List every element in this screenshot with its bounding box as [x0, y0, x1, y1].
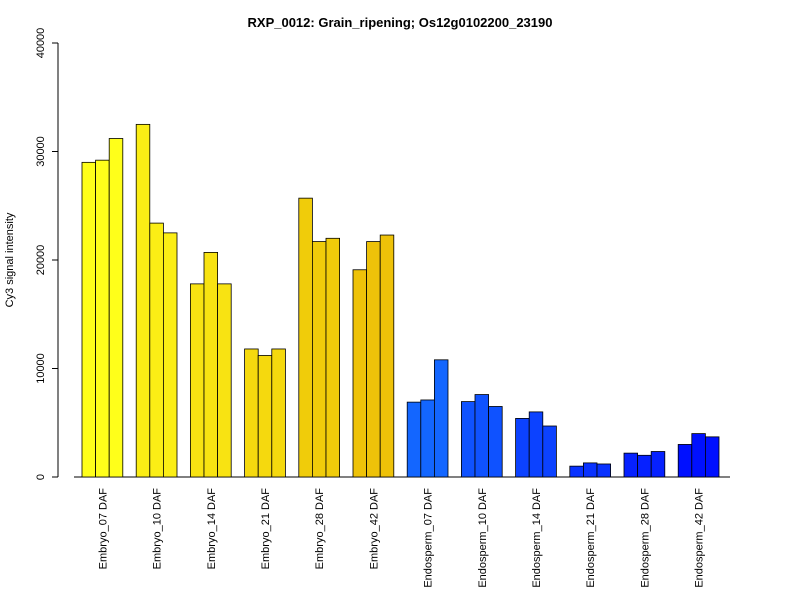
bar: [352, 269, 368, 478]
bars: [81, 123, 720, 478]
bar: [366, 241, 381, 478]
bar: [488, 406, 503, 478]
y-axis-label: Cy3 signal intensity: [4, 212, 16, 307]
bar: [95, 159, 110, 478]
y-tick-label: 0: [35, 474, 47, 480]
y-tick-label: 30000: [35, 136, 47, 167]
bar: [271, 348, 286, 478]
x-tick-label: Embryo_14 DAF: [206, 488, 218, 570]
bar: [650, 451, 666, 478]
x-tick-label: Embryo_28 DAF: [314, 488, 326, 570]
bar: [623, 452, 639, 478]
bar: [379, 234, 395, 478]
bar: [460, 401, 476, 478]
bar: [474, 394, 490, 478]
bar: [705, 436, 720, 478]
y-tick-label: 40000: [35, 28, 47, 59]
x-tick-label: Endosperm_07 DAF: [423, 488, 435, 588]
bar: [244, 348, 259, 478]
bar: [149, 222, 164, 478]
bar: [257, 355, 273, 478]
x-tick-label: Embryo_10 DAF: [152, 488, 164, 570]
bar: [569, 465, 584, 478]
y-tick-label: 20000: [35, 245, 47, 276]
chart-title: RXP_0012: Grain_ripening; Os12g0102200_2…: [248, 15, 553, 30]
x-tick-label: Endosperm_28 DAF: [639, 488, 651, 588]
bar: [637, 454, 652, 478]
bar: [298, 197, 313, 478]
bar: [189, 283, 205, 478]
bar: [311, 241, 327, 478]
bar: [406, 401, 422, 478]
bar: [433, 359, 449, 478]
bar: [515, 418, 530, 478]
x-axis-labels: Embryo_07 DAF Embryo_10 DAF Embryo_14 DAF E…: [97, 488, 705, 588]
bar: [325, 237, 341, 478]
bar: [162, 232, 178, 478]
bar: [108, 138, 124, 478]
bar: [596, 463, 612, 478]
y-axis-ticks: 0 10000 20000 30000 40000: [35, 28, 58, 480]
x-tick-label: Endosperm_21 DAF: [585, 488, 597, 588]
y-tick-label: 10000: [35, 353, 47, 384]
x-tick-label: Embryo_42 DAF: [368, 488, 380, 570]
bar: [135, 123, 151, 478]
bar: [81, 161, 97, 478]
bar: [583, 462, 598, 478]
bar: [691, 433, 706, 478]
x-tick-label: Embryo_07 DAF: [97, 488, 109, 570]
x-tick-label: Endosperm_10 DAF: [477, 488, 489, 588]
x-tick-label: Embryo_21 DAF: [260, 488, 272, 570]
bar: [203, 252, 219, 478]
bar: [528, 411, 544, 478]
bar: [677, 444, 693, 478]
bar: [542, 425, 557, 478]
x-tick-label: Endosperm_14 DAF: [531, 488, 543, 588]
bar: [420, 399, 435, 478]
x-tick-label: Endosperm_42 DAF: [694, 488, 706, 588]
bar: [217, 283, 232, 478]
